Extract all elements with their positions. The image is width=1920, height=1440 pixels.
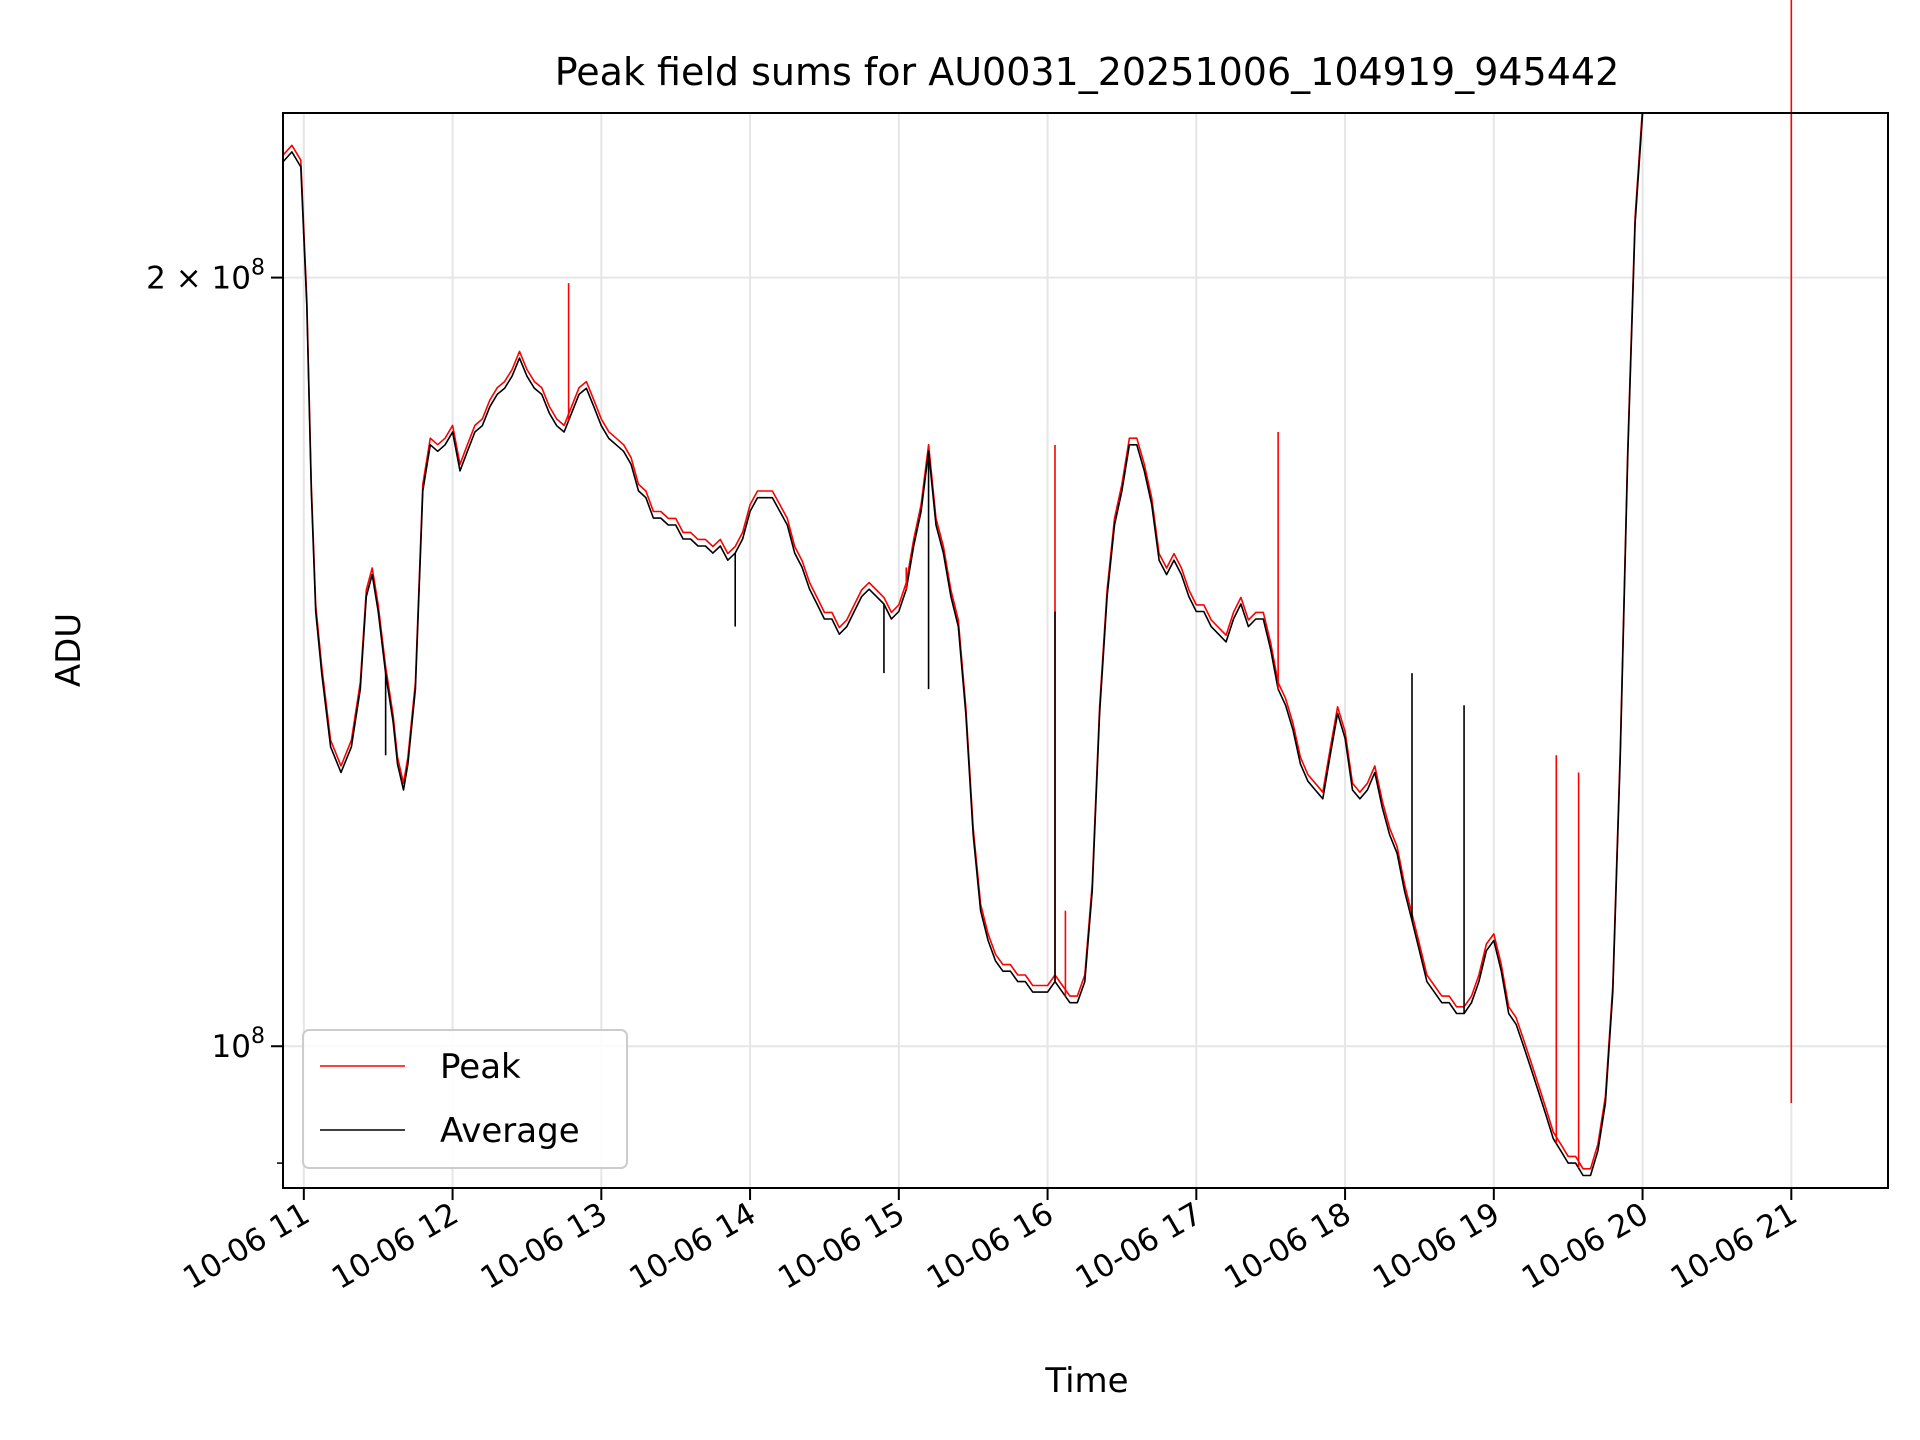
chart-title: Peak field sums for AU0031_20251006_1049… xyxy=(555,50,1620,94)
y-tick-label: 108 xyxy=(212,1024,265,1065)
legend-box xyxy=(302,1029,628,1169)
peak-series-line xyxy=(283,113,1643,1170)
y-tick-label: 2 × 108 xyxy=(146,256,265,297)
legend: Peak Average xyxy=(302,1029,628,1169)
average-series-line xyxy=(283,113,1644,1177)
y-axis-label: ADU xyxy=(49,613,89,687)
x-axis-label: Time xyxy=(1044,1361,1128,1401)
legend-peak-label: Peak xyxy=(440,1047,521,1087)
legend-average-label: Average xyxy=(440,1111,580,1151)
plot-frame xyxy=(282,112,1889,1189)
